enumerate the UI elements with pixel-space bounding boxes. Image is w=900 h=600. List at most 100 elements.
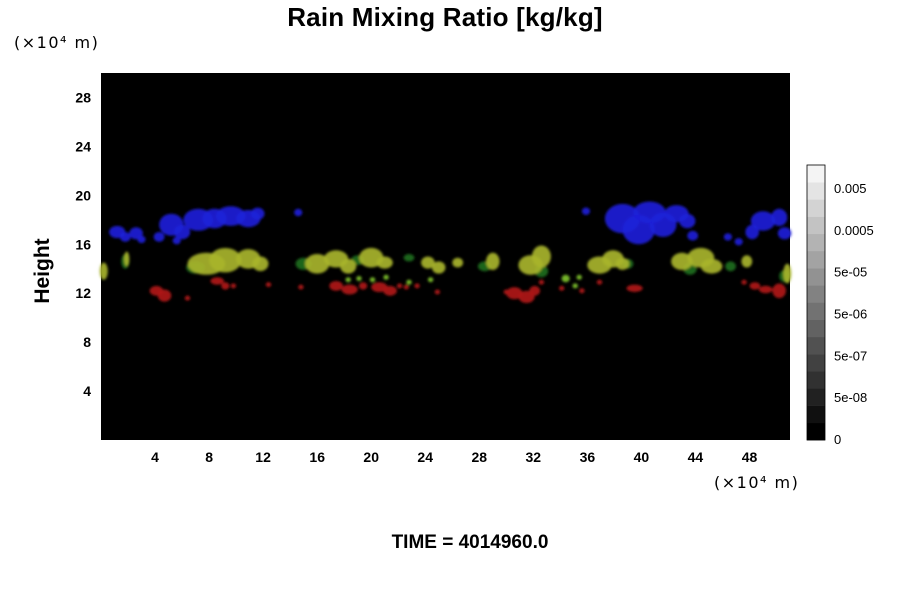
field-patch — [741, 279, 747, 285]
field-patch — [221, 282, 230, 290]
field-patch — [414, 283, 420, 289]
field-patch — [561, 274, 570, 283]
field-patch — [750, 211, 776, 231]
field-patch — [687, 230, 699, 241]
colorbar-label: 5e-06 — [834, 307, 867, 322]
field-patch — [671, 252, 693, 270]
field-patch — [383, 285, 397, 296]
x-tick-label: 16 — [309, 449, 325, 465]
field-patch — [626, 284, 643, 292]
field-patch — [431, 261, 446, 274]
field-patch — [383, 274, 389, 280]
colorbar-label: 5e-07 — [834, 348, 867, 363]
field-patch — [396, 283, 403, 289]
x-tick-label: 48 — [742, 449, 758, 465]
field-patch — [403, 254, 415, 262]
y-tick-label: 24 — [75, 138, 91, 154]
field-patch — [174, 224, 191, 240]
field-patch — [427, 277, 434, 283]
x-tick-label: 12 — [255, 449, 271, 465]
field-patch — [572, 283, 578, 289]
field-patch — [777, 227, 792, 240]
colorbar: 0 5e-08 5e-07 5e-06 5e-05 0.0005 0.005 — [806, 164, 874, 447]
x-axis-ticks: 4 8 12 16 20 24 28 32 36 40 44 48 — [151, 449, 757, 465]
colorbar-label: 0.005 — [834, 181, 867, 196]
x-tick-label: 44 — [688, 449, 704, 465]
field-patch — [356, 276, 362, 281]
field-patch — [294, 208, 303, 217]
field-patch — [340, 259, 357, 274]
field-patch — [305, 253, 330, 274]
colorbar-step — [807, 336, 825, 355]
y-tick-label: 4 — [83, 383, 91, 399]
field-patch — [359, 282, 368, 290]
field-patch — [209, 248, 242, 273]
field-patch — [153, 232, 165, 242]
field-patch — [406, 279, 412, 285]
field-patch — [596, 279, 603, 285]
x-tick-label: 32 — [526, 449, 542, 465]
colorbar-label: 0.0005 — [834, 223, 874, 238]
colorbar-step — [807, 285, 825, 303]
field-patch — [184, 295, 191, 301]
field-patch — [529, 285, 541, 296]
colorbar-step — [807, 302, 825, 320]
field-patch — [503, 289, 509, 295]
colorbar-step — [807, 216, 825, 235]
colorbar-step — [807, 422, 825, 441]
colorbar-label: 5e-05 — [834, 265, 867, 280]
field-patch — [403, 284, 409, 290]
field-patch — [749, 282, 761, 290]
y-tick-label: 28 — [75, 90, 91, 106]
field-patch — [99, 262, 108, 280]
field-features — [99, 201, 792, 303]
x-tick-label: 40 — [634, 449, 650, 465]
field-patch — [758, 285, 773, 294]
field-patch — [329, 281, 343, 291]
field-patch — [124, 251, 130, 267]
field-patch — [265, 282, 272, 288]
field-patch — [452, 257, 464, 268]
colorbar-step — [807, 233, 825, 252]
field-patch — [137, 235, 146, 244]
chart-title: Rain Mixing Ratio [kg/kg] — [287, 2, 603, 32]
colorbar-step — [807, 388, 825, 406]
field-patch — [723, 233, 733, 241]
x-axis-unit: (×10⁴ m) — [714, 473, 800, 492]
field-patch — [772, 283, 786, 299]
y-tick-label: 20 — [75, 187, 91, 203]
colorbar-step — [807, 354, 825, 372]
field-patch — [771, 208, 788, 226]
x-tick-label: 36 — [580, 449, 596, 465]
field-patch — [421, 256, 435, 269]
colorbar-label: 5e-08 — [834, 390, 867, 405]
field-patch — [725, 261, 736, 272]
field-patch — [783, 263, 792, 284]
x-tick-label: 8 — [205, 449, 213, 465]
colorbar-label: 0 — [834, 432, 841, 447]
colorbar-step — [807, 182, 825, 200]
field-patch — [486, 252, 500, 270]
colorbar-step — [807, 371, 825, 389]
field-patch — [531, 245, 551, 268]
field-patch — [345, 277, 351, 283]
field-patch — [376, 256, 393, 269]
field-patch — [615, 257, 630, 270]
field-patch — [230, 283, 237, 289]
y-tick-label: 12 — [75, 285, 91, 301]
field-patch — [157, 289, 172, 302]
field-patch — [581, 207, 591, 215]
field-patch — [298, 284, 304, 290]
field-patch — [538, 279, 545, 285]
y-axis-unit: (×10⁴ m) — [14, 33, 100, 52]
colorbar-step — [807, 268, 825, 286]
colorbar-step — [807, 250, 825, 269]
field-patch — [741, 255, 753, 268]
y-tick-label: 8 — [83, 334, 91, 350]
field-patch — [252, 256, 269, 272]
x-tick-label: 20 — [363, 449, 379, 465]
time-label: TIME = 4014960.0 — [391, 532, 549, 553]
field-patch — [369, 277, 376, 283]
colorbar-step — [807, 405, 825, 424]
